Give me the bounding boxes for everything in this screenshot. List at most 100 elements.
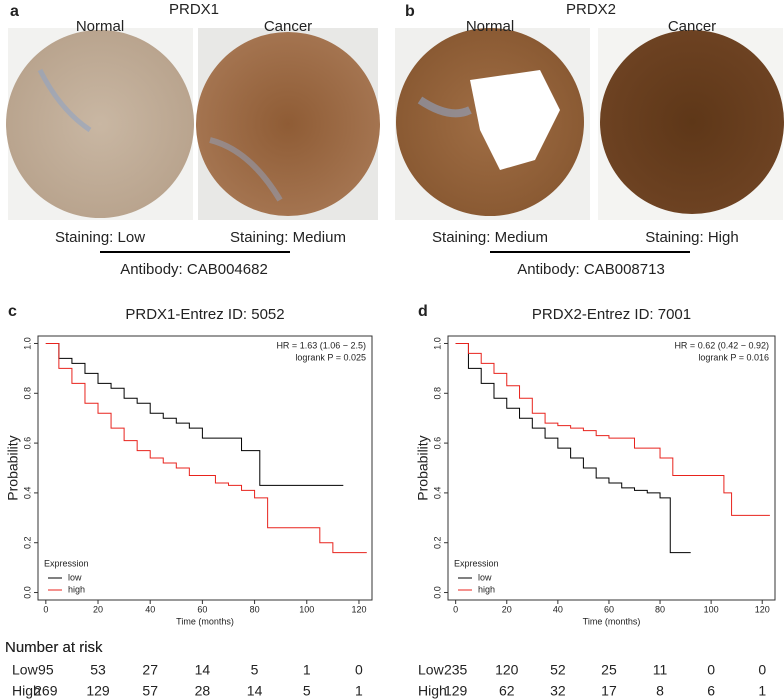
- panel-title: PRDX1: [169, 1, 219, 18]
- y-tick-label: 0.2: [22, 536, 32, 549]
- y-tick-label: 0.0: [22, 586, 32, 599]
- cancer-label: Cancer: [668, 18, 716, 35]
- y-tick-label: 1.0: [22, 337, 32, 350]
- survival-curve: [455, 342, 770, 516]
- risk-count: 53: [90, 662, 106, 678]
- risk-count: 129: [86, 683, 110, 699]
- x-tick-label: 60: [604, 604, 614, 614]
- tissue-image: [6, 30, 194, 218]
- legend-label: high: [68, 584, 85, 594]
- plot-frame: [37, 335, 373, 601]
- risk-count: 27: [142, 662, 158, 678]
- risk-count: 5: [303, 683, 311, 699]
- cancer-label: Cancer: [264, 18, 312, 35]
- x-axis-label: Time (months): [176, 616, 234, 626]
- risk-row-label: High: [12, 683, 41, 699]
- risk-count: 235: [444, 662, 468, 678]
- y-tick-label: 1.0: [432, 337, 442, 350]
- x-tick-label: 120: [351, 604, 366, 614]
- panel-letter: a: [10, 3, 19, 20]
- risk-count: 14: [195, 662, 211, 678]
- risk-count: 269: [34, 683, 58, 699]
- risk-count: 14: [247, 683, 263, 699]
- risk-count: 57: [142, 683, 158, 699]
- x-tick-label: 0: [43, 604, 48, 614]
- risk-count: 8: [656, 683, 664, 699]
- y-tick-label: 0.8: [22, 387, 32, 400]
- risk-title: Number at risk: [5, 639, 103, 656]
- y-tick-label: 0.2: [432, 536, 442, 549]
- staining-label: Staining: Medium: [432, 229, 548, 246]
- tissue-gap: [470, 70, 560, 170]
- staining-label: Staining: Low: [55, 229, 145, 246]
- risk-count: 28: [195, 683, 211, 699]
- chart-title: PRDX1-Entrez ID: 5052: [125, 306, 284, 323]
- x-tick-label: 40: [553, 604, 563, 614]
- x-tick-label: 100: [299, 604, 314, 614]
- risk-count: 120: [495, 662, 519, 678]
- x-tick-label: 40: [145, 604, 155, 614]
- risk-count: 0: [758, 662, 766, 678]
- legend-label: low: [478, 572, 492, 582]
- risk-count: 32: [550, 683, 566, 699]
- survival-curve: [45, 342, 344, 486]
- y-tick-label: 0.4: [432, 487, 442, 500]
- legend-label: low: [68, 572, 82, 582]
- normal-label: Normal: [76, 18, 124, 35]
- legend-title: Expression: [44, 558, 89, 568]
- y-tick-label: 0.8: [432, 387, 442, 400]
- y-axis-label: Probability: [415, 435, 431, 500]
- x-tick-label: 120: [755, 604, 770, 614]
- panel-letter: b: [405, 3, 415, 20]
- panel-letter: d: [418, 303, 428, 320]
- plot-frame: [447, 335, 776, 601]
- survival-curve: [45, 342, 367, 554]
- risk-count: 25: [601, 662, 617, 678]
- antibody-label: Antibody: CAB008713: [517, 261, 665, 278]
- risk-title: Number at risk: [5, 639, 103, 656]
- risk-count: 0: [355, 662, 363, 678]
- risk-count: 62: [499, 683, 515, 699]
- risk-count: 0: [707, 662, 715, 678]
- y-tick-label: 0.6: [432, 437, 442, 450]
- annotation: HR = 1.63 (1.06 − 2.5): [276, 340, 366, 350]
- staining-label: Staining: Medium: [230, 229, 346, 246]
- x-tick-label: 0: [453, 604, 458, 614]
- risk-count: 1: [355, 683, 363, 699]
- x-tick-label: 80: [655, 604, 665, 614]
- risk-count: 6: [707, 683, 715, 699]
- legend-title: Expression: [454, 558, 499, 568]
- chart-title: PRDX2-Entrez ID: 7001: [532, 306, 691, 323]
- tissue-detail: [37, 68, 92, 133]
- normal-label: Normal: [466, 18, 514, 35]
- risk-count: 17: [601, 683, 617, 699]
- risk-row-label: High: [418, 683, 447, 699]
- x-axis-label: Time (months): [583, 616, 641, 626]
- staining-label: Staining: High: [645, 229, 738, 246]
- y-tick-label: 0.6: [22, 437, 32, 450]
- risk-count: 1: [303, 662, 311, 678]
- x-tick-label: 60: [197, 604, 207, 614]
- panel-title: PRDX2: [566, 1, 616, 18]
- annotation: logrank P = 0.025: [295, 352, 366, 362]
- annotation: logrank P = 0.016: [698, 352, 769, 362]
- tissue-detail: [209, 137, 283, 202]
- risk-count: 5: [251, 662, 259, 678]
- risk-count: 129: [444, 683, 468, 699]
- panel-letter: c: [8, 303, 17, 320]
- tissue-image: [600, 30, 784, 214]
- tissue-detail: [417, 96, 472, 118]
- x-tick-label: 100: [704, 604, 719, 614]
- annotation: HR = 0.62 (0.42 − 0.92): [674, 340, 769, 350]
- risk-count: 1: [758, 683, 766, 699]
- x-tick-label: 20: [502, 604, 512, 614]
- antibody-label: Antibody: CAB004682: [120, 261, 268, 278]
- risk-count: 11: [653, 662, 668, 678]
- risk-row-label: Low: [418, 662, 445, 678]
- risk-count: 95: [38, 662, 54, 678]
- y-axis-label: Probability: [5, 435, 21, 500]
- risk-count: 52: [550, 662, 566, 678]
- x-tick-label: 80: [250, 604, 260, 614]
- survival-curve: [455, 342, 691, 554]
